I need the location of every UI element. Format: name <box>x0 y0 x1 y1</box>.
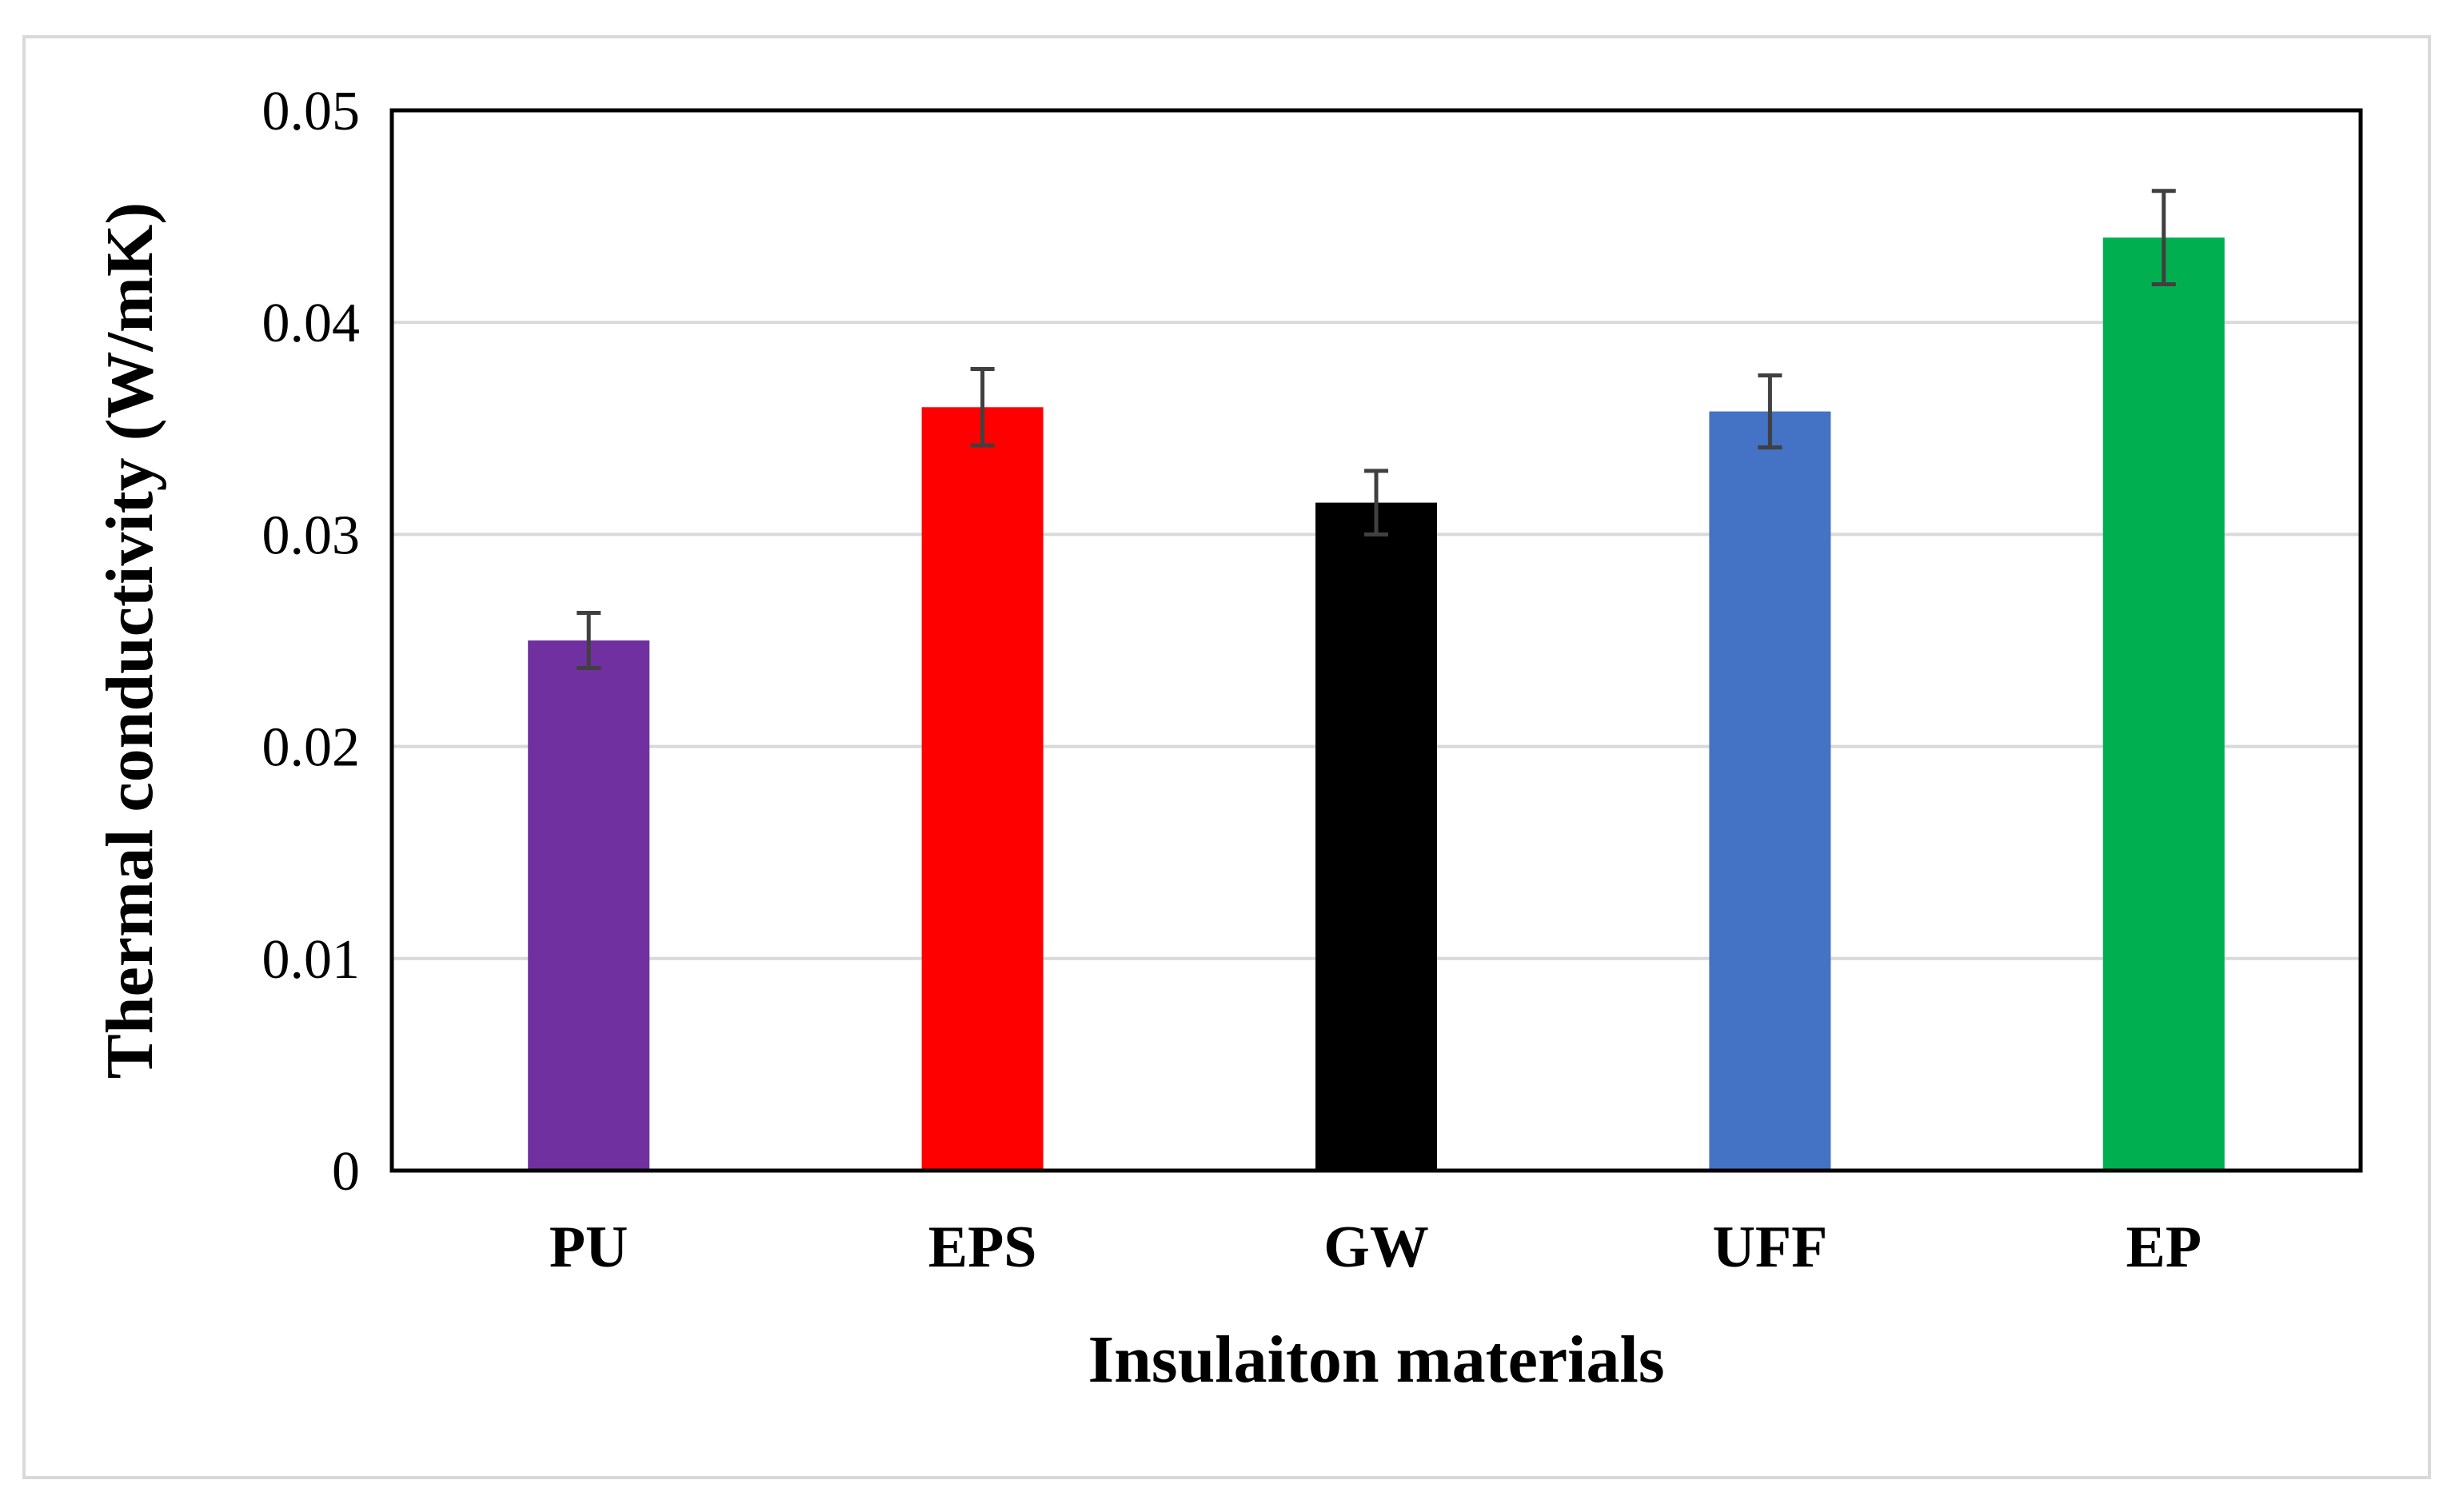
y-tick-label: 0.03 <box>262 505 361 566</box>
error-bar-pu <box>577 611 601 670</box>
error-bar-eps <box>970 367 995 448</box>
x-axis-ticks: PU EPS GW UFF EP <box>549 1215 2202 1280</box>
x-tick-label-eps: EPS <box>928 1215 1037 1280</box>
y-tick-label: 0.05 <box>262 81 361 142</box>
y-axis-ticks: 0 0.01 0.02 0.03 0.04 0.05 <box>262 81 361 1203</box>
x-tick-label-pu: PU <box>549 1215 629 1280</box>
y-tick-label: 0 <box>332 1141 360 1203</box>
bar-uff <box>1709 411 1831 1171</box>
bars <box>528 237 2225 1171</box>
x-axis-title: Insulaiton materials <box>1088 1323 1664 1397</box>
x-tick-label-gw: GW <box>1323 1215 1429 1280</box>
bar-gw <box>1315 502 1437 1171</box>
bar-eps <box>921 407 1044 1171</box>
x-tick-label-ep: EP <box>2126 1215 2202 1280</box>
chart-frame <box>22 35 2431 1479</box>
bar-ep <box>2102 237 2225 1171</box>
y-tick-label: 0.01 <box>262 929 361 991</box>
error-bar-gw <box>1364 469 1388 537</box>
error-bar-uff <box>1758 373 1782 450</box>
x-tick-label-uff: UFF <box>1712 1215 1827 1280</box>
error-bars <box>577 189 2176 670</box>
bar-pu <box>528 640 650 1171</box>
y-axis-title: Thermal conductivity (W/mK) <box>93 202 167 1079</box>
plot-area-border <box>389 108 2363 1173</box>
error-bar-ep <box>2151 189 2176 286</box>
y-tick-label: 0.02 <box>262 717 361 779</box>
y-tick-label: 0.04 <box>262 293 361 354</box>
